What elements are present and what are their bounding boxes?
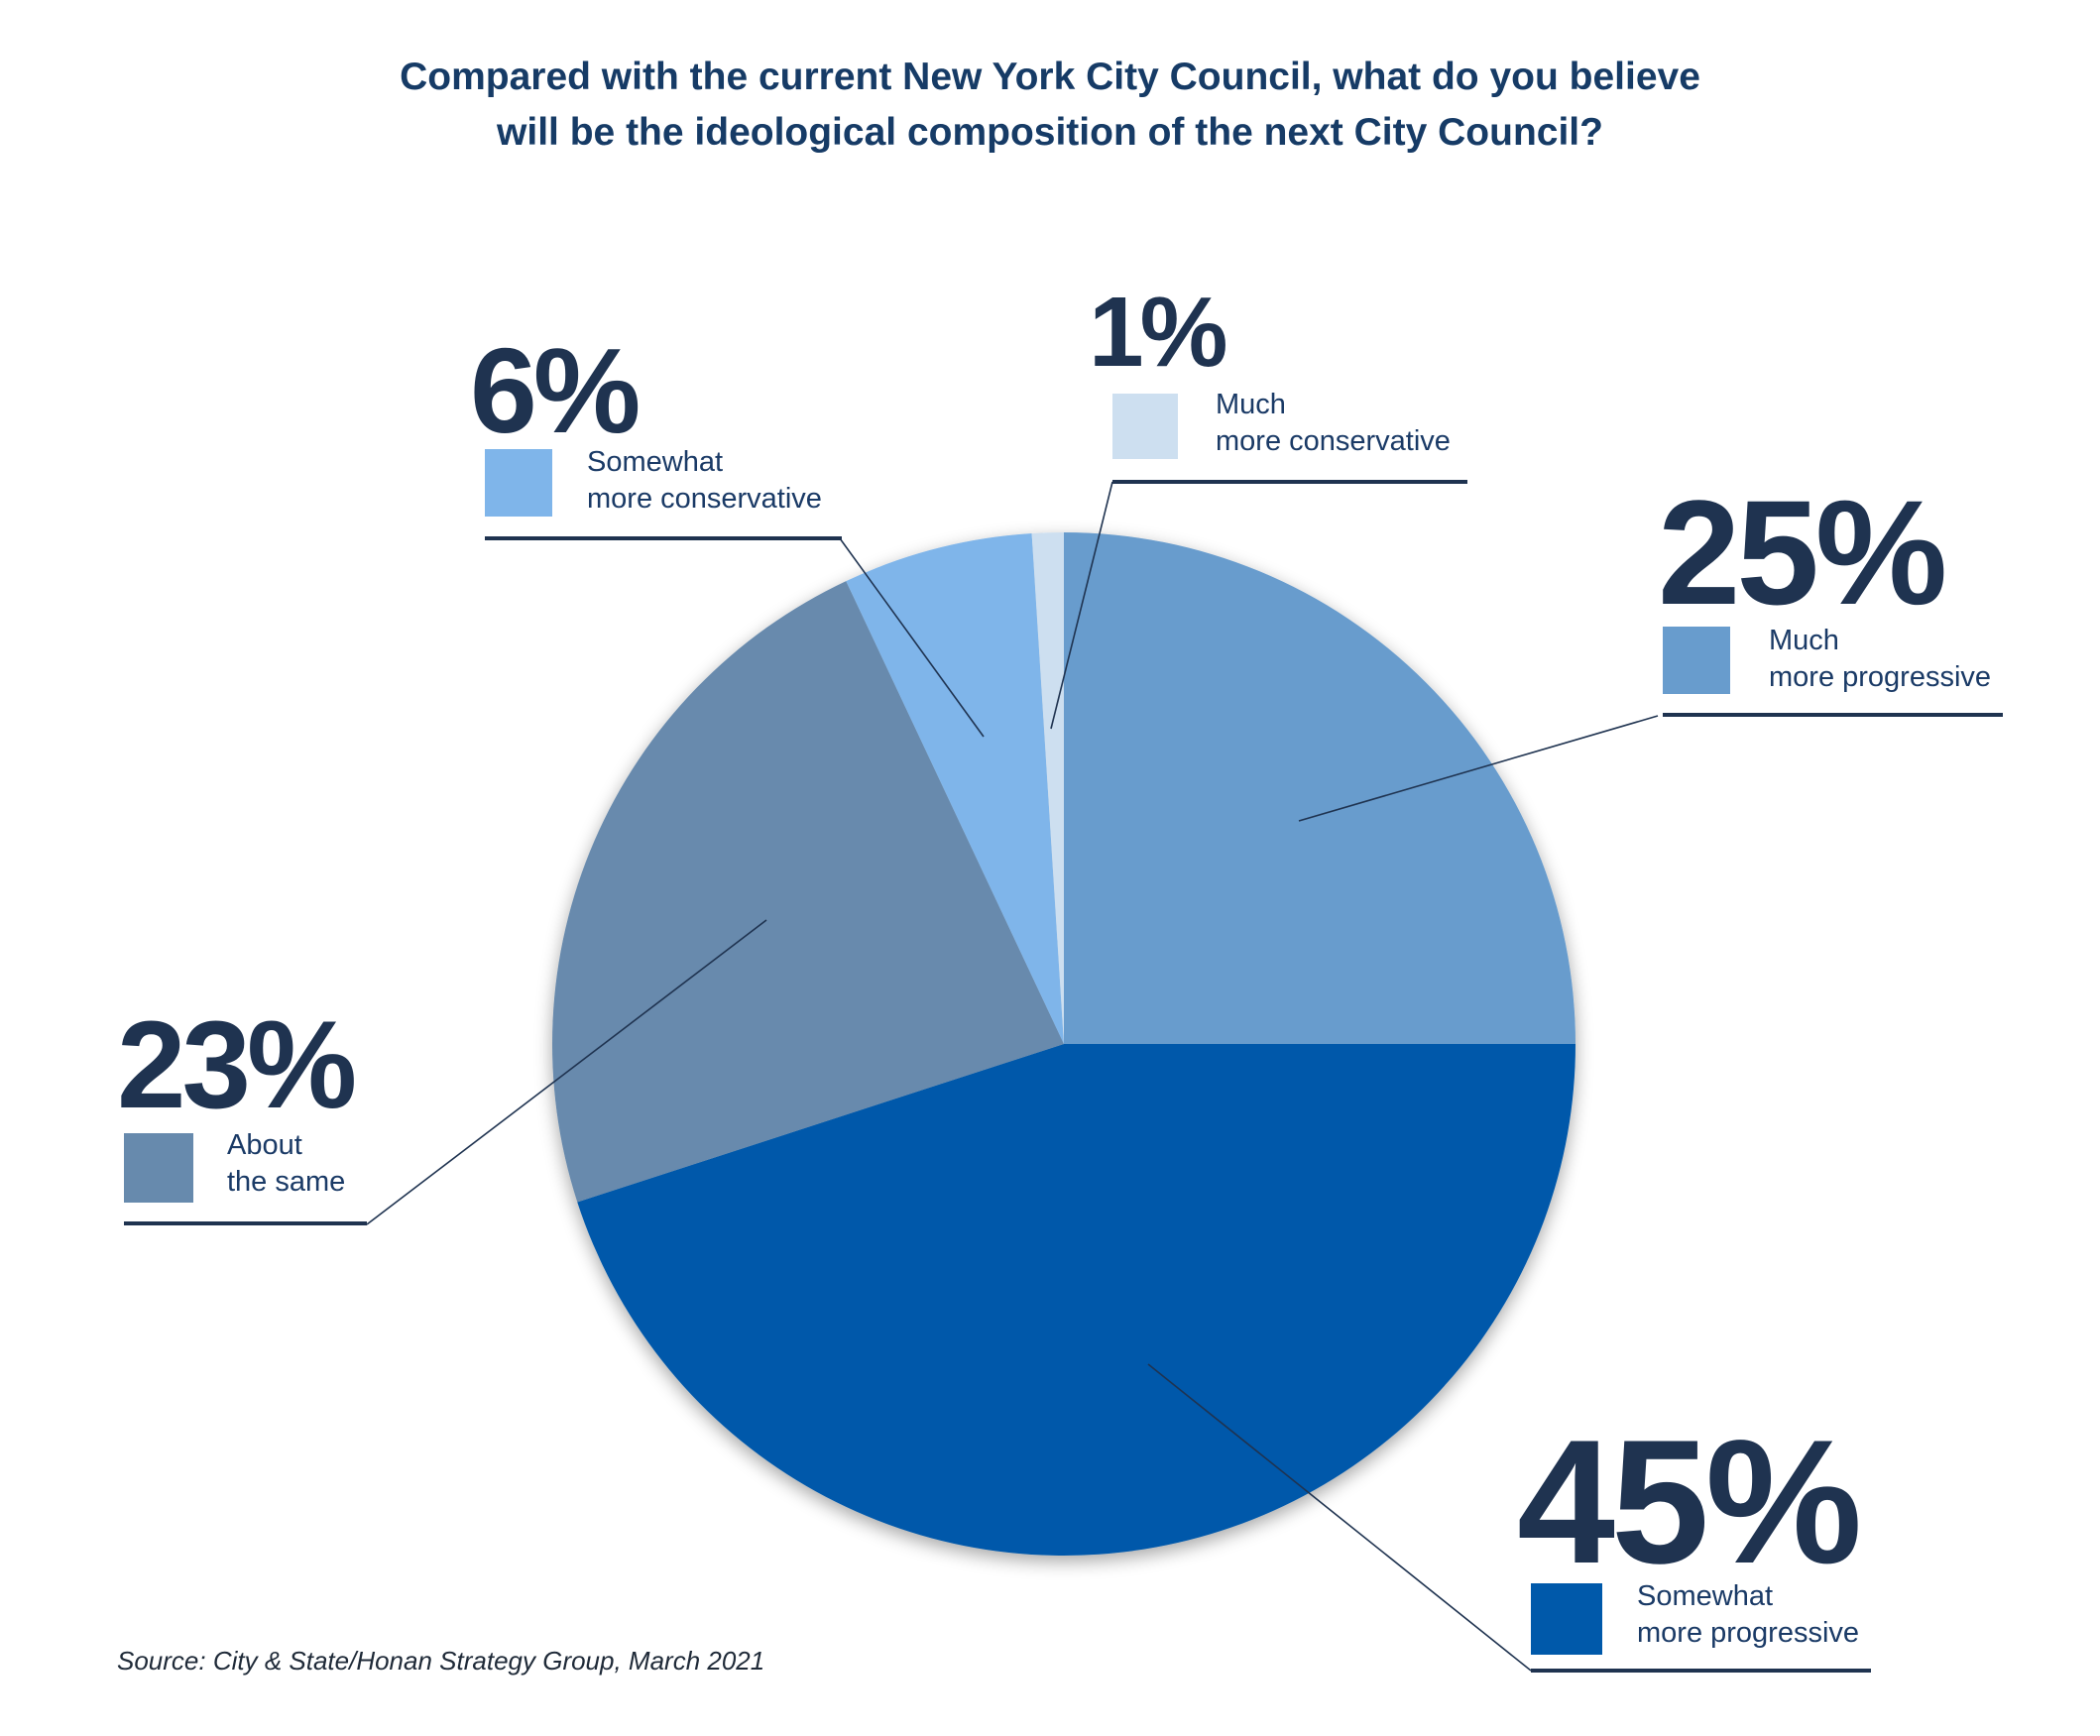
pie-slice-much-more-progressive [1064,532,1575,1044]
category-label-line-somewhat-more-progressive-2: more progressive [1637,1617,1860,1649]
category-label-line-much-more-progressive-2: more progressive [1769,661,1992,693]
data-label-somewhat-more-conservative: 6% [470,323,641,458]
leader-line-somewhat-more-progressive [1147,1363,1532,1672]
category-label-line-about-the-same-1: About [227,1129,302,1161]
pie-slice-about-the-same [551,581,1064,1203]
data-label-much-more-conservative: 1% [1089,277,1228,388]
label-rule-about-the-same [124,1221,367,1225]
category-label-line-much-more-conservative-2: more conservative [1216,425,1451,457]
chart-title-line-1: Compared with the current New York City … [400,56,1700,98]
category-label-somewhat-more-conservative: Somewhat more conservative [587,444,822,518]
chart-title: Compared with the current New York City … [0,50,2100,161]
legend-swatch-about-the-same [124,1133,193,1203]
data-label-much-more-progressive: 25% [1658,469,1947,636]
category-label-line-somewhat-more-conservative-2: more conservative [587,483,822,515]
pie-slices [551,532,1575,1557]
chart-title-line-2: will be the ideological composition of t… [497,111,1603,154]
label-rule-much-more-progressive [1663,713,2003,717]
category-label-line-somewhat-more-conservative-1: Somewhat [587,446,724,478]
category-label-much-more-conservative: Much more conservative [1216,387,1451,460]
leader-lines [366,481,1659,1672]
pie-slice-somewhat-more-progressive [577,1044,1575,1557]
legend-swatch-much-more-progressive [1663,627,1730,694]
category-label-line-about-the-same-2: the same [227,1166,346,1198]
category-label-line-much-more-conservative-1: Much [1216,389,1286,420]
pie-slice-much-more-conservative [1031,532,1064,1044]
label-rule-much-more-conservative [1112,480,1467,484]
legend-swatch-much-more-conservative [1112,394,1178,459]
leader-line-about-the-same [366,919,767,1225]
pie-slice-somewhat-more-conservative [846,533,1064,1044]
label-rule-somewhat-more-conservative [485,536,842,540]
category-label-somewhat-more-progressive: Somewhat more progressive [1637,1578,1859,1652]
data-label-about-the-same: 23% [117,996,357,1134]
category-label-about-the-same: About the same [227,1127,345,1201]
category-label-line-much-more-progressive-1: Much [1769,625,1839,656]
category-label-line-somewhat-more-progressive-1: Somewhat [1637,1580,1774,1612]
source-note: Source: City & State/Honan Strategy Grou… [117,1646,765,1676]
leader-line-much-more-progressive [1298,715,1659,822]
leader-line-somewhat-more-conservative [839,537,985,738]
label-rule-somewhat-more-progressive [1531,1669,1871,1673]
data-label-somewhat-more-progressive: 45% [1517,1403,1862,1600]
category-label-much-more-progressive: Much more progressive [1769,623,1991,696]
legend-swatch-somewhat-more-conservative [485,449,552,517]
legend-swatch-somewhat-more-progressive [1531,1583,1602,1655]
leader-line-much-more-conservative [1050,481,1113,730]
